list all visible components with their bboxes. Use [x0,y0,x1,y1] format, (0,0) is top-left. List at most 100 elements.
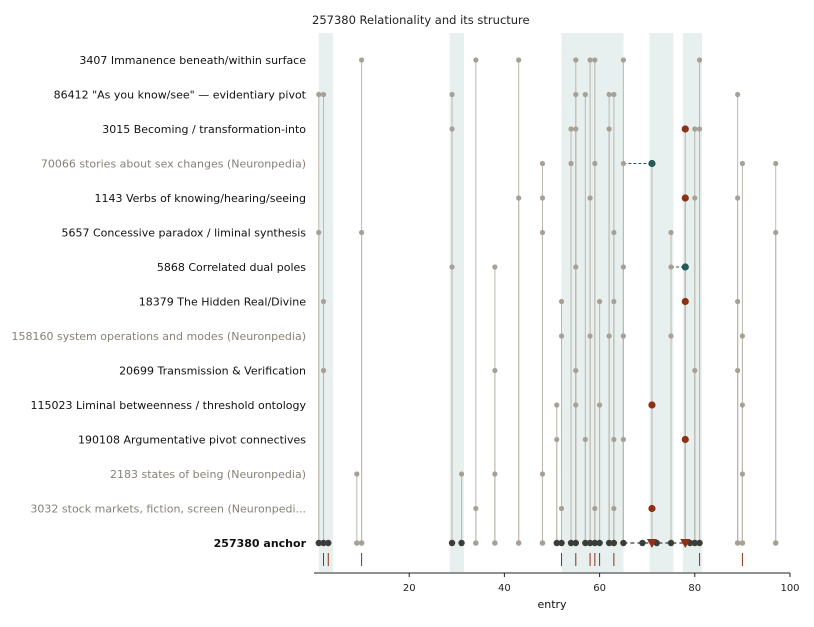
row-label: 86412 "As you know/see" — evidentiary pi… [54,89,307,102]
rug-ticks [323,553,743,566]
anchor-point [553,539,560,547]
data-point [492,264,498,270]
row-label: 190108 Argumentative pivot connectives [78,434,306,447]
data-point [620,333,627,339]
anchor-light-point [492,540,498,546]
data-point [620,436,627,443]
data-point [573,367,579,374]
data-point [320,298,327,305]
data-point [739,160,746,167]
data-point [611,91,617,98]
data-point [606,333,612,339]
data-point [739,333,746,339]
anchor-point [586,539,594,547]
anchor-light-point [734,540,741,546]
data-point [587,333,593,339]
data-point [735,367,741,374]
data-point [620,160,627,167]
anchor-point [325,539,332,547]
anchor-point [610,539,618,547]
anchor-point [458,539,465,547]
x-tick-label: 100 [780,583,799,594]
data-point [773,229,779,236]
data-point [473,57,479,63]
data-point [620,264,627,270]
row-label: 1143 Verbs of knowing/hearing/seeing [94,192,306,205]
data-point [620,57,627,63]
data-point [554,436,560,443]
x-tick-label: 60 [593,583,606,594]
data-point [558,333,565,339]
anchor-light-point [739,540,746,546]
highlight-point [681,435,689,444]
data-point [316,91,322,98]
data-point [668,229,674,236]
data-point [739,402,746,408]
x-tick-label: 40 [498,583,511,594]
anchor-light-point [539,540,546,546]
anchor-point [582,539,589,547]
anchor-point [620,539,627,547]
anchor-point [572,539,579,547]
row-label: 70066 stories about sex changes (Neuronp… [41,158,306,171]
anchor-point [691,539,698,547]
data-point [668,333,674,339]
chart-title: 257380 Relationality and its structure [312,13,530,27]
row-label: 20699 Transmission & Verification [119,365,306,378]
data-point [587,57,593,63]
data-point [449,91,455,98]
data-point [539,195,546,201]
data-point [539,229,546,236]
data-point [735,91,741,98]
stems [318,60,777,543]
row-label: 2183 states of being (Neuronpedia) [110,468,306,481]
shaded-bands [318,33,702,572]
highlight-point [648,504,656,513]
data-point [592,160,598,167]
row-label: 5657 Concessive paradox / liminal synthe… [62,227,307,240]
anchor-point [567,539,575,547]
shaded-band-1 [449,33,464,572]
data-point [606,91,612,98]
anchor-point [558,539,565,547]
data-point [668,264,674,270]
highlight-point [681,125,689,133]
row-label: 115023 Liminal betweenness / threshold o… [31,399,307,412]
data-point [449,264,455,270]
anchor-point [320,539,327,547]
anchor-label: 257380 anchor [214,537,307,550]
data-point [611,298,617,305]
data-point [692,195,698,201]
data-point [359,229,365,236]
data-point [573,126,579,132]
highlight-point [648,159,656,168]
data-point [696,126,703,132]
data-point [568,160,574,167]
data-point [696,57,703,63]
data-point [692,126,698,132]
anchor-point [591,539,599,547]
anchor-light-point [473,540,479,546]
anchor-light-point [515,540,522,546]
highlight-point [681,194,689,202]
highlight-point [681,297,689,306]
data-point [320,91,327,98]
rows [316,57,779,513]
x-axis-label: entry [537,598,567,611]
data-point [582,91,588,98]
data-point [492,471,498,477]
data-point [587,195,593,201]
data-point [359,57,365,63]
data-point [539,471,546,477]
data-point [568,126,574,132]
data-point [558,298,565,305]
data-point [597,402,603,408]
data-point [449,126,455,132]
data-point [773,160,779,167]
data-point [320,367,327,374]
data-point [735,195,741,201]
data-point [516,57,522,63]
data-point [739,471,746,477]
highlight-point [681,263,689,271]
